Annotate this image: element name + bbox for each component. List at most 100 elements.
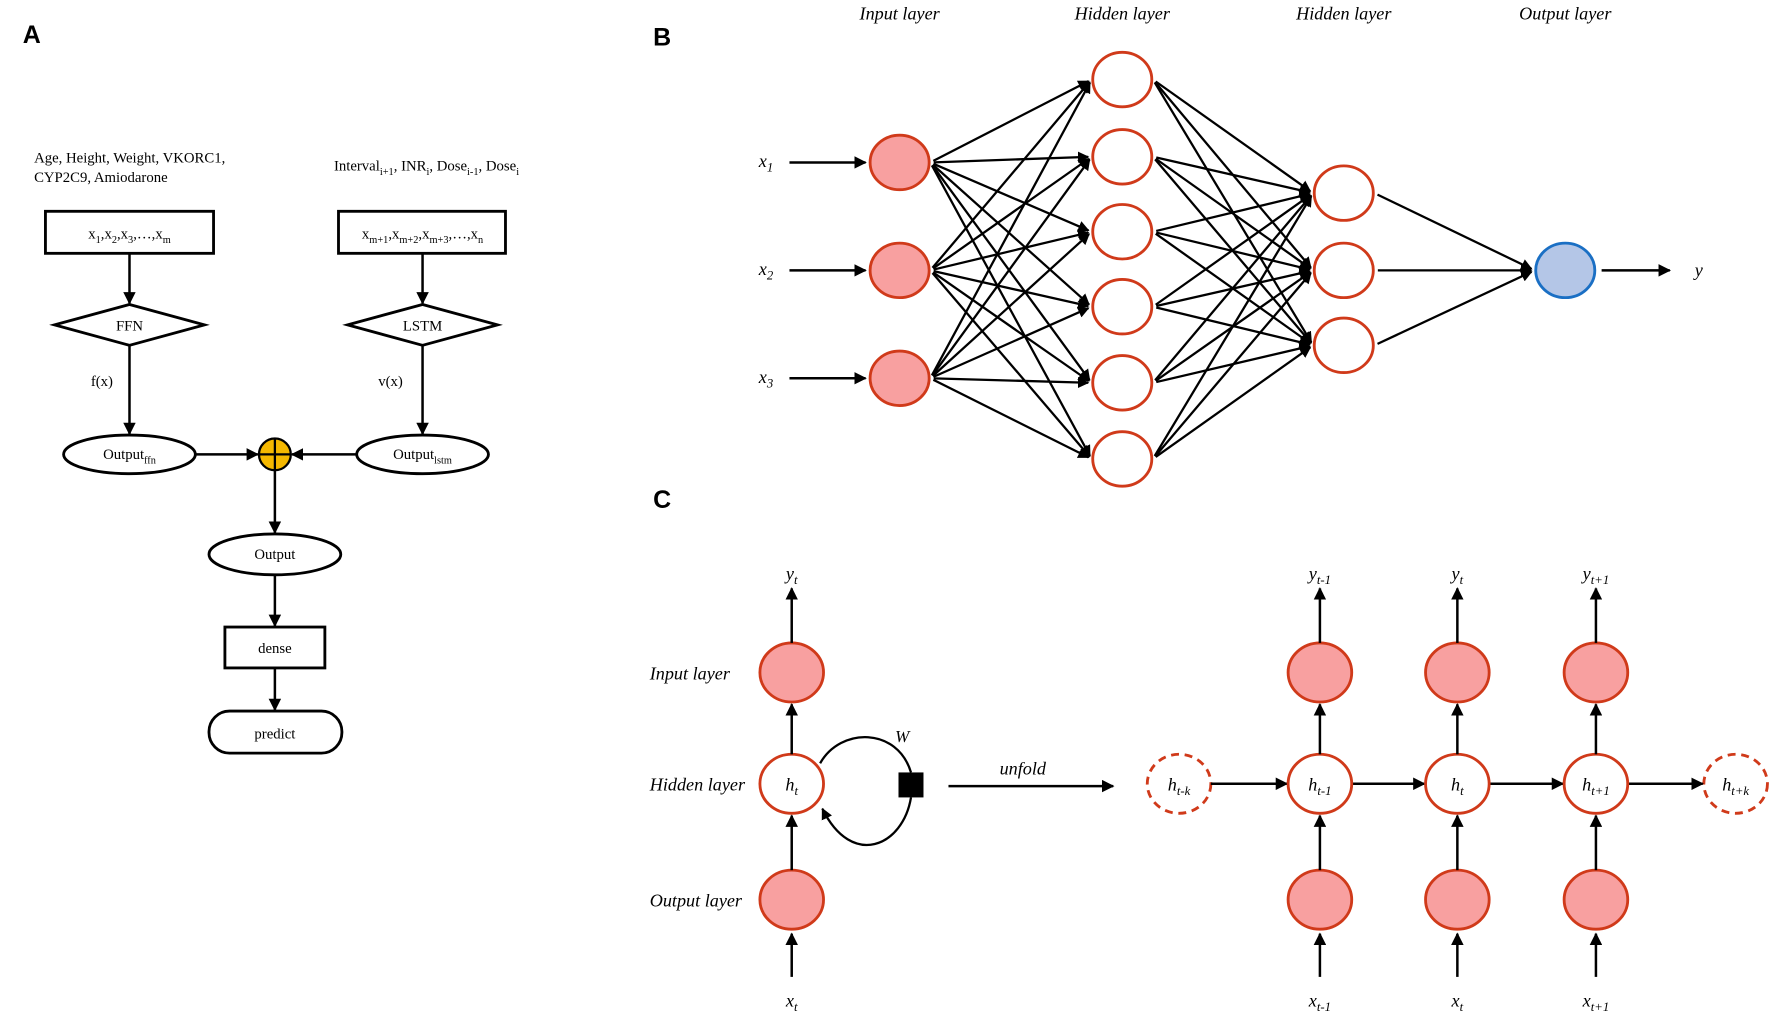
top-node xyxy=(1562,641,1630,704)
connection-arrow xyxy=(1155,190,1311,233)
input-left-label: x1,x2,x3,…,xm xyxy=(88,227,171,247)
edge-state-label: ht-k xyxy=(1168,775,1191,799)
connection-arrow xyxy=(932,233,1090,377)
connection-arrow xyxy=(932,80,1090,162)
top-node xyxy=(1424,641,1491,704)
top-node xyxy=(1286,641,1354,704)
dense-box xyxy=(223,625,327,670)
connection-arrow xyxy=(1155,80,1312,193)
hidden-neuron xyxy=(1091,50,1154,109)
connection-arrow xyxy=(931,81,1091,269)
dense-label: dense xyxy=(258,641,292,657)
connection-arrow xyxy=(932,157,1090,270)
hidden-neuron xyxy=(1091,278,1154,336)
x-label: xt xyxy=(785,990,798,1011)
unfold-label: unfold xyxy=(1000,759,1047,779)
input-right-label: xm+1,xm+2,xm+3,…,xn xyxy=(362,227,483,247)
predict-label: predict xyxy=(254,726,296,742)
layer-label: Output layer xyxy=(1519,3,1612,23)
connection-arrow xyxy=(1153,195,1313,457)
predict-box xyxy=(207,709,344,755)
ffn-label: FFN xyxy=(116,319,143,335)
hidden-state-label: ht-1 xyxy=(1308,775,1331,799)
features-left-line2: CYP2C9, Amiodarone xyxy=(34,170,168,186)
layer-label: Hidden layer xyxy=(1295,3,1392,23)
x-label: xt-1 xyxy=(1308,990,1331,1011)
hidden-neuron xyxy=(1091,354,1154,412)
row-label: Input layer xyxy=(649,663,731,683)
connection-arrow xyxy=(1155,194,1312,306)
panel-label-c: C xyxy=(653,486,671,514)
input-neuron xyxy=(868,241,931,300)
connection-arrow xyxy=(1155,346,1312,458)
panel-label-b: B xyxy=(653,23,671,51)
output-neuron xyxy=(1534,241,1597,300)
connection-arrow xyxy=(931,164,1091,381)
bottom-node xyxy=(1286,868,1354,931)
input-neuron xyxy=(868,133,931,192)
bottom-node xyxy=(758,868,825,931)
connection-arrow xyxy=(1377,270,1533,345)
panel-a-ffn-lstm-flowchart: A Age, Height, Weight, VKORC1, CYP2C9, Ami… xyxy=(23,21,519,755)
y-label: yt xyxy=(1450,563,1464,587)
output-label: Output xyxy=(254,547,296,563)
bottom-node xyxy=(1424,868,1491,931)
connection-arrow xyxy=(1377,193,1533,270)
output-ffn-label: Outputffn xyxy=(103,447,156,467)
layer-label: Hidden layer xyxy=(1074,3,1171,23)
output-lstm-label: Outputlstm xyxy=(393,447,452,467)
input-variable-label: x1 xyxy=(758,151,773,175)
features-right: Intervali+1, INRi, Dosei-1, Dosei xyxy=(334,158,519,178)
weight-square-icon xyxy=(898,772,924,798)
hidden-neuron xyxy=(1312,316,1375,375)
func-right-label: v(x) xyxy=(378,374,403,390)
connection-arrow xyxy=(932,162,1090,232)
connection-arrow xyxy=(933,229,1090,271)
panel-c-rnn-unfolding: C Input layer Hidden layer Output layer yt ht… xyxy=(649,486,1769,1011)
ffn-diamond xyxy=(49,302,210,347)
lstm-diamond xyxy=(342,302,503,347)
input-box-right xyxy=(337,209,507,255)
connection-arrow xyxy=(932,271,1090,382)
connection-arrow xyxy=(931,272,1091,458)
hidden-neuron xyxy=(1312,164,1375,222)
layer-label: Input layer xyxy=(859,3,941,23)
hidden-neuron xyxy=(1091,430,1154,488)
connection-arrow xyxy=(930,81,1091,376)
input-variable-label: x3 xyxy=(758,367,773,391)
connection-arrow xyxy=(933,151,1090,164)
connection-arrow xyxy=(932,163,1090,306)
x-label: xt+1 xyxy=(1582,990,1610,1011)
input-variable-label: x2 xyxy=(758,259,774,283)
connection-arrow xyxy=(1156,156,1311,196)
panel-label-a: A xyxy=(23,21,41,49)
connection-arrow xyxy=(933,376,1090,389)
connection-arrow xyxy=(1154,194,1312,381)
connection-arrow xyxy=(932,307,1090,378)
edge-state-label: ht+k xyxy=(1722,775,1749,799)
func-left-label: f(x) xyxy=(91,374,113,390)
y-label: yt-1 xyxy=(1307,563,1331,587)
hidden-state-label: ht xyxy=(1451,775,1464,799)
row-label: Hidden layer xyxy=(649,775,746,795)
bottom-node xyxy=(1562,868,1630,931)
hidden-state-label: ht+1 xyxy=(1582,775,1610,799)
panel-b-feedforward-network: B Input layer Hidden layer Hidden layer Outp… xyxy=(653,3,1704,488)
connection-arrow xyxy=(930,164,1091,457)
top-node xyxy=(758,641,825,704)
lstm-label: LSTM xyxy=(403,319,442,335)
y-label: yt+1 xyxy=(1581,563,1610,587)
output-variable-label: y xyxy=(1693,260,1704,280)
row-label: Output layer xyxy=(650,890,743,910)
connection-arrow xyxy=(933,270,1090,310)
hidden-state-label: ht xyxy=(785,775,798,799)
hidden-neuron xyxy=(1312,241,1375,300)
recurrent-loop-bottom xyxy=(821,797,913,847)
hidden-neuron xyxy=(1091,203,1154,261)
connection-arrow xyxy=(931,158,1091,377)
hidden-neuron xyxy=(1091,128,1154,186)
features-left-line1: Age, Height, Weight, VKORC1, xyxy=(34,150,225,166)
x-label: xt xyxy=(1451,990,1464,1011)
input-box-left xyxy=(44,209,215,255)
